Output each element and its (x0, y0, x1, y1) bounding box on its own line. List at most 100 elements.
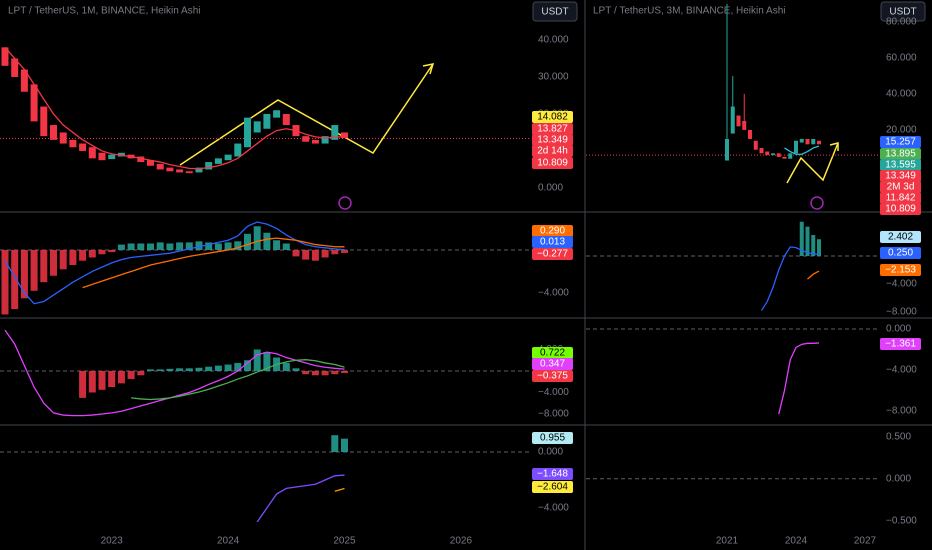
x-tick-label: 2021 (716, 536, 739, 547)
histogram-bar (321, 249, 329, 258)
histogram-bar (166, 368, 174, 371)
histogram-bar (176, 368, 184, 371)
candle (137, 156, 145, 163)
histogram-bar (176, 242, 184, 250)
price-label-box (532, 157, 573, 169)
histogram-bar (321, 370, 329, 376)
histogram-bar (117, 244, 125, 250)
y-tick-label: 0.000 (538, 447, 563, 458)
price-label: 0.290 (540, 226, 565, 237)
y-tick-label: 0.000 (886, 324, 911, 335)
histogram-bar (214, 243, 222, 250)
histogram-bar (108, 370, 116, 388)
candle (244, 117, 251, 148)
x-tick-label: 2023 (101, 536, 124, 547)
candle (69, 139, 77, 148)
candle (185, 171, 193, 174)
histogram-bar (195, 367, 203, 371)
histogram-bar (137, 243, 145, 250)
currency-button[interactable] (880, 1, 926, 22)
histogram-bar (244, 360, 251, 371)
histogram-bar (234, 362, 242, 371)
price-label-box (532, 225, 573, 237)
candle (59, 132, 67, 144)
histogram-bar (69, 249, 77, 265)
histogram-bar (88, 249, 96, 258)
histogram-bar (1, 249, 9, 315)
candle (742, 120, 747, 130)
histogram-bar (331, 249, 339, 255)
candle (282, 113, 290, 126)
candle (205, 162, 213, 170)
y-tick-label: −8.000 (538, 409, 569, 420)
candle (817, 140, 821, 145)
candle (30, 84, 38, 122)
histogram-bar (817, 239, 821, 257)
histogram-bar (98, 370, 106, 390)
x-tick-label: 2026 (450, 536, 473, 547)
histogram-bar (805, 226, 810, 257)
histogram-bar (302, 249, 310, 260)
price-label-box (532, 123, 573, 135)
indicator-line (82, 237, 345, 289)
price-label-box (880, 181, 921, 193)
histogram-bar (234, 241, 242, 250)
histogram-bar (331, 370, 339, 375)
price-label-box (880, 192, 921, 204)
candle (771, 153, 775, 156)
price-label-box (532, 111, 573, 123)
price-label: 0.347 (540, 359, 565, 370)
histogram-bar (341, 438, 348, 453)
candle (311, 139, 319, 144)
candle (40, 106, 48, 137)
candle (805, 138, 810, 145)
price-label-box (880, 170, 921, 182)
candle (753, 140, 758, 150)
y-tick-label: 40.000 (886, 89, 917, 100)
candle (341, 132, 348, 139)
histogram-bar (30, 249, 38, 291)
candle (799, 138, 804, 143)
candle (302, 136, 310, 142)
price-label-box (532, 468, 573, 480)
histogram-bar (205, 366, 213, 371)
currency-button[interactable] (532, 1, 578, 22)
price-label: −0.277 (537, 249, 568, 260)
currency-label: USDT (541, 7, 568, 18)
price-label: 13.349 (537, 135, 568, 146)
x-tick-label: 2024 (785, 536, 808, 547)
candle (788, 153, 793, 159)
candle (166, 167, 174, 172)
histogram-bar (811, 235, 816, 257)
event-icon[interactable] (810, 196, 824, 210)
price-label: 10.809 (885, 204, 916, 215)
price-label: 13.349 (885, 171, 916, 182)
price-label-box (532, 347, 573, 359)
price-label: −1.648 (537, 469, 568, 480)
event-icon[interactable] (338, 196, 352, 210)
candle (782, 156, 787, 159)
price-label: 2d 14h (537, 146, 568, 157)
histogram-bar (11, 249, 19, 310)
candle (725, 138, 729, 161)
histogram-bar (263, 352, 271, 371)
histogram-bar (98, 249, 106, 255)
drawing (179, 63, 434, 166)
candle (224, 154, 232, 161)
candle (811, 138, 816, 145)
histogram-bar (302, 370, 310, 375)
candle (108, 154, 116, 160)
y-tick-label: 0.000 (538, 183, 563, 194)
candle (88, 147, 96, 159)
price-label: −2.153 (885, 265, 916, 276)
candle (176, 169, 184, 173)
histogram-bar (185, 368, 193, 371)
histogram-bar (79, 370, 87, 398)
histogram-bar (156, 242, 164, 250)
price-label-box (532, 236, 573, 248)
y-tick-label: −4.000 (538, 503, 569, 514)
candle (156, 163, 164, 170)
candle (321, 136, 329, 144)
